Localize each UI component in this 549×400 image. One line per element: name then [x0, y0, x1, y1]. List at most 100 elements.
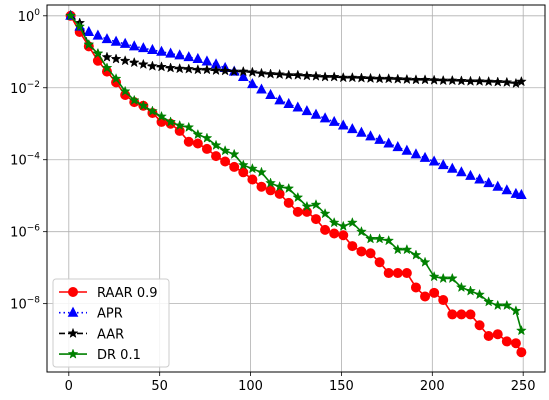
data-point — [474, 288, 485, 300]
data-point — [501, 76, 513, 87]
data-point — [465, 285, 476, 296]
data-point — [183, 136, 194, 147]
data-point — [420, 291, 431, 302]
data-point — [465, 169, 476, 180]
data-point — [337, 71, 349, 83]
legend-marker — [67, 306, 79, 317]
data-point — [210, 64, 222, 76]
data-point — [211, 151, 222, 162]
data-point — [365, 72, 376, 84]
y-tick-label: 10−2 — [10, 80, 40, 97]
data-point — [474, 75, 485, 86]
data-point — [237, 159, 249, 170]
data-point — [265, 88, 276, 99]
data-point — [128, 56, 140, 68]
data-point — [256, 67, 267, 78]
data-point — [92, 47, 104, 59]
data-point — [274, 68, 286, 80]
data-point — [201, 132, 213, 143]
data-point — [337, 220, 349, 231]
data-point — [465, 75, 476, 86]
data-point — [219, 65, 231, 76]
data-point — [347, 123, 358, 134]
data-point — [119, 55, 131, 66]
data-point — [329, 228, 340, 239]
data-point — [474, 320, 485, 331]
y-tick-exponent: −2 — [27, 80, 40, 90]
data-point — [192, 64, 204, 75]
series-3 — [65, 10, 527, 336]
data-point — [428, 270, 440, 282]
data-point — [510, 338, 521, 349]
data-point — [401, 268, 412, 279]
data-point — [301, 70, 313, 81]
data-point — [265, 177, 276, 188]
data-point — [292, 101, 304, 112]
data-point — [515, 324, 527, 336]
data-point — [128, 94, 140, 105]
data-point — [256, 166, 267, 177]
data-point — [383, 137, 395, 148]
data-point — [392, 141, 404, 152]
data-point — [65, 10, 77, 21]
legend-label: RAAR 0.9 — [97, 286, 158, 301]
data-point — [320, 224, 331, 235]
data-point — [201, 64, 213, 75]
data-point — [183, 63, 195, 74]
data-point — [265, 185, 276, 196]
y-tick-exponent: −8 — [27, 296, 41, 306]
data-point — [392, 243, 404, 255]
data-point — [165, 47, 176, 58]
y-tick-label: 10−4 — [10, 152, 40, 169]
data-point — [146, 105, 158, 116]
data-point — [419, 74, 431, 85]
data-point — [428, 155, 440, 166]
data-point — [337, 119, 349, 130]
data-point — [346, 216, 358, 228]
data-point — [447, 309, 458, 320]
data-point — [338, 230, 349, 241]
y-tick-base: 10 — [10, 82, 27, 97]
data-point — [401, 73, 413, 85]
legend-label: AAR — [97, 327, 124, 342]
data-point — [101, 51, 113, 62]
data-point — [237, 70, 249, 81]
data-point — [292, 206, 303, 217]
data-point — [437, 159, 449, 170]
data-point — [174, 49, 186, 60]
data-point — [110, 73, 122, 84]
data-point — [374, 257, 385, 268]
y-tick-label: 10−8 — [10, 296, 40, 313]
data-point — [292, 191, 304, 203]
data-point — [410, 74, 422, 85]
data-point — [246, 162, 258, 174]
data-point — [228, 65, 240, 77]
x-tick-label: 0 — [65, 379, 73, 394]
data-point — [446, 74, 458, 86]
data-point — [128, 40, 140, 51]
data-point — [356, 246, 367, 257]
x-tick-label: 150 — [329, 379, 354, 394]
data-point — [92, 29, 104, 40]
legend-marker — [67, 327, 79, 339]
data-point — [328, 71, 340, 82]
data-point — [437, 74, 449, 86]
data-point — [246, 66, 258, 77]
data-point — [83, 25, 95, 36]
data-point — [146, 60, 158, 71]
data-point — [446, 162, 458, 173]
legend-item: DR 0.1 — [59, 348, 141, 363]
data-point — [501, 336, 512, 347]
data-point — [165, 116, 177, 127]
y-tick-base: 10 — [10, 226, 27, 241]
data-point — [492, 76, 504, 87]
data-point — [119, 37, 131, 48]
data-point — [365, 233, 376, 244]
data-point — [410, 282, 421, 293]
data-point — [383, 268, 394, 279]
data-point — [292, 69, 304, 80]
data-point — [374, 133, 385, 144]
data-point — [74, 20, 86, 32]
data-point — [365, 248, 376, 259]
data-point — [410, 249, 422, 260]
